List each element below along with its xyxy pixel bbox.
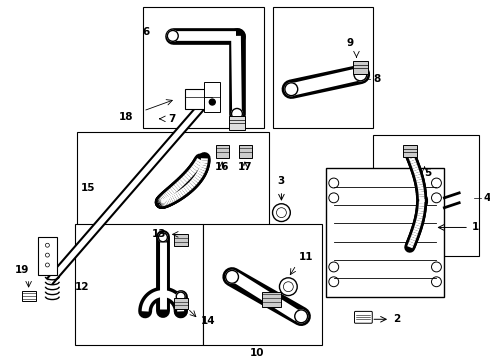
Circle shape <box>295 310 308 323</box>
Bar <box>403 145 416 157</box>
Text: 4: 4 <box>484 193 490 203</box>
Bar <box>204 82 220 112</box>
Bar <box>262 292 281 307</box>
Bar <box>239 144 252 158</box>
Text: 19: 19 <box>15 265 29 275</box>
Text: 8: 8 <box>373 74 381 84</box>
Bar <box>174 234 188 246</box>
Bar <box>77 132 269 235</box>
FancyBboxPatch shape <box>354 311 372 323</box>
Bar <box>273 8 372 128</box>
Circle shape <box>225 270 239 283</box>
Text: 7: 7 <box>168 114 175 124</box>
Circle shape <box>354 68 367 81</box>
Bar <box>38 237 57 275</box>
Text: 14: 14 <box>200 316 215 326</box>
Bar <box>143 8 264 128</box>
Bar <box>326 168 444 297</box>
Text: 3: 3 <box>278 176 285 186</box>
Text: 12: 12 <box>75 282 90 292</box>
Bar <box>22 291 36 301</box>
Bar <box>229 116 245 130</box>
Bar <box>75 224 203 345</box>
Bar <box>185 89 212 109</box>
Text: 17: 17 <box>238 162 252 172</box>
Circle shape <box>158 233 168 242</box>
Text: 5: 5 <box>425 168 432 178</box>
Bar <box>174 298 188 309</box>
Text: 15: 15 <box>81 183 96 193</box>
Circle shape <box>209 99 215 105</box>
Text: 1: 1 <box>472 222 479 233</box>
Circle shape <box>176 292 185 301</box>
Bar <box>352 60 368 75</box>
Text: 6: 6 <box>143 27 150 37</box>
Text: 10: 10 <box>249 348 264 358</box>
Text: 16: 16 <box>215 162 229 172</box>
Text: 11: 11 <box>299 252 314 262</box>
Text: 13: 13 <box>151 229 166 239</box>
Bar <box>372 135 479 256</box>
Bar <box>203 224 322 345</box>
Circle shape <box>285 83 298 96</box>
Text: 18: 18 <box>119 112 134 122</box>
Circle shape <box>168 31 178 41</box>
Text: 9: 9 <box>347 38 354 48</box>
Text: 2: 2 <box>393 314 400 324</box>
Circle shape <box>232 108 243 119</box>
Bar <box>216 144 229 158</box>
